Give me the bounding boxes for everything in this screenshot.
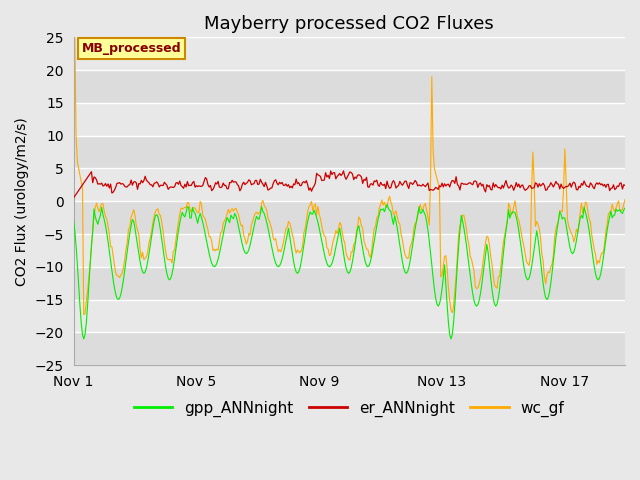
Bar (74, 70, 625, 103)
Bar (74, 103, 625, 136)
Bar (74, 136, 625, 168)
Title: Mayberry processed CO2 Fluxes: Mayberry processed CO2 Fluxes (204, 15, 494, 33)
Y-axis label: CO2 Flux (urology/m2/s): CO2 Flux (urology/m2/s) (15, 117, 29, 286)
Bar (74, 37, 625, 70)
Bar (74, 234, 625, 267)
Legend: gpp_ANNnight, er_ANNnight, wc_gf: gpp_ANNnight, er_ANNnight, wc_gf (128, 395, 571, 423)
Text: MB_processed: MB_processed (82, 42, 181, 55)
Bar (74, 267, 625, 300)
Bar (74, 201, 625, 234)
Bar (74, 168, 625, 201)
Bar (74, 300, 625, 332)
Bar (74, 332, 625, 365)
